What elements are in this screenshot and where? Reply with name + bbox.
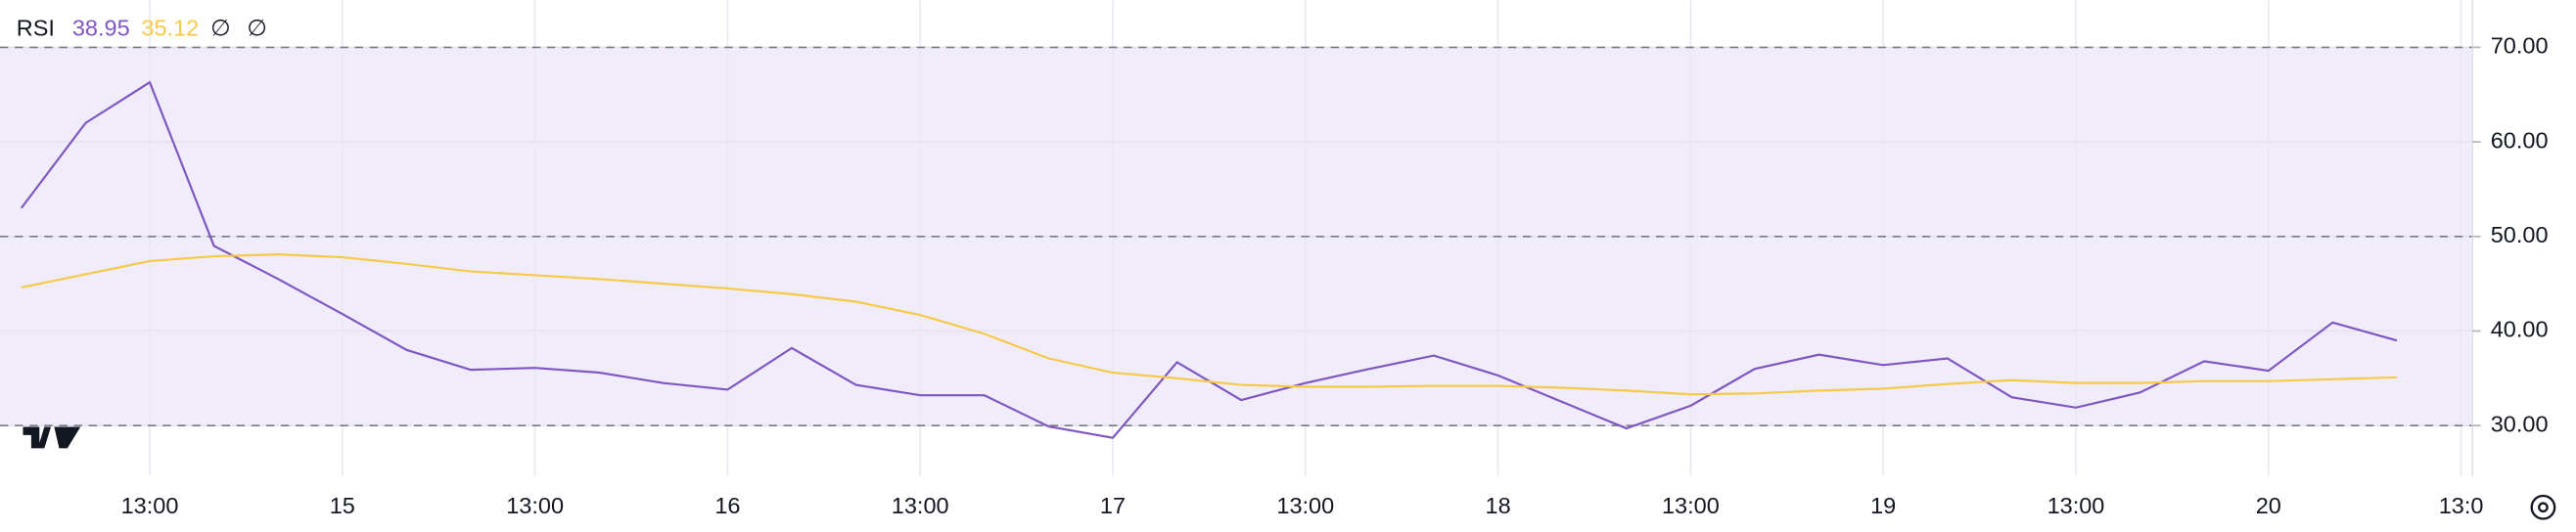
- x-tick-label: 13:00: [506, 493, 564, 518]
- logo: [23, 426, 81, 449]
- x-tick-label: 13:0: [2439, 493, 2484, 518]
- x-tick-label: 13:00: [121, 493, 179, 518]
- y-tick-label: 30.00: [2491, 411, 2549, 436]
- series-line: [21, 253, 2398, 396]
- x-tick-label: 20: [2256, 493, 2281, 518]
- header-icon: ∅: [210, 15, 230, 40]
- logo-shape: [23, 426, 81, 449]
- settings-center[interactable]: [2538, 502, 2549, 513]
- indicator-title: RSI: [17, 15, 55, 40]
- settings-outline[interactable]: [2530, 494, 2556, 520]
- x-tick-label: 18: [1486, 493, 1511, 518]
- plot-area: [0, 0, 2473, 476]
- y-tick-label: 60.00: [2491, 127, 2549, 153]
- x-tick-label: 13:00: [1662, 493, 1720, 518]
- x-tick-label: 13:00: [892, 493, 949, 518]
- x-tick-label: 16: [714, 493, 740, 518]
- legend-value: 35.12: [141, 15, 199, 40]
- x-tick-label: 13:00: [1276, 493, 1334, 518]
- y-tick-label: 50.00: [2491, 222, 2549, 247]
- x-tick-label: 13:00: [2047, 493, 2105, 518]
- x-tick-label: 19: [1870, 493, 1896, 518]
- settings-icon[interactable]: [2530, 494, 2556, 520]
- x-tick-label: 15: [330, 493, 355, 518]
- legend-value: 38.95: [72, 15, 130, 40]
- y-tick-label: 40.00: [2491, 317, 2549, 342]
- y-tick-label: 70.00: [2491, 33, 2549, 59]
- x-tick-label: 17: [1100, 493, 1126, 518]
- header-icon: ∅: [247, 15, 266, 40]
